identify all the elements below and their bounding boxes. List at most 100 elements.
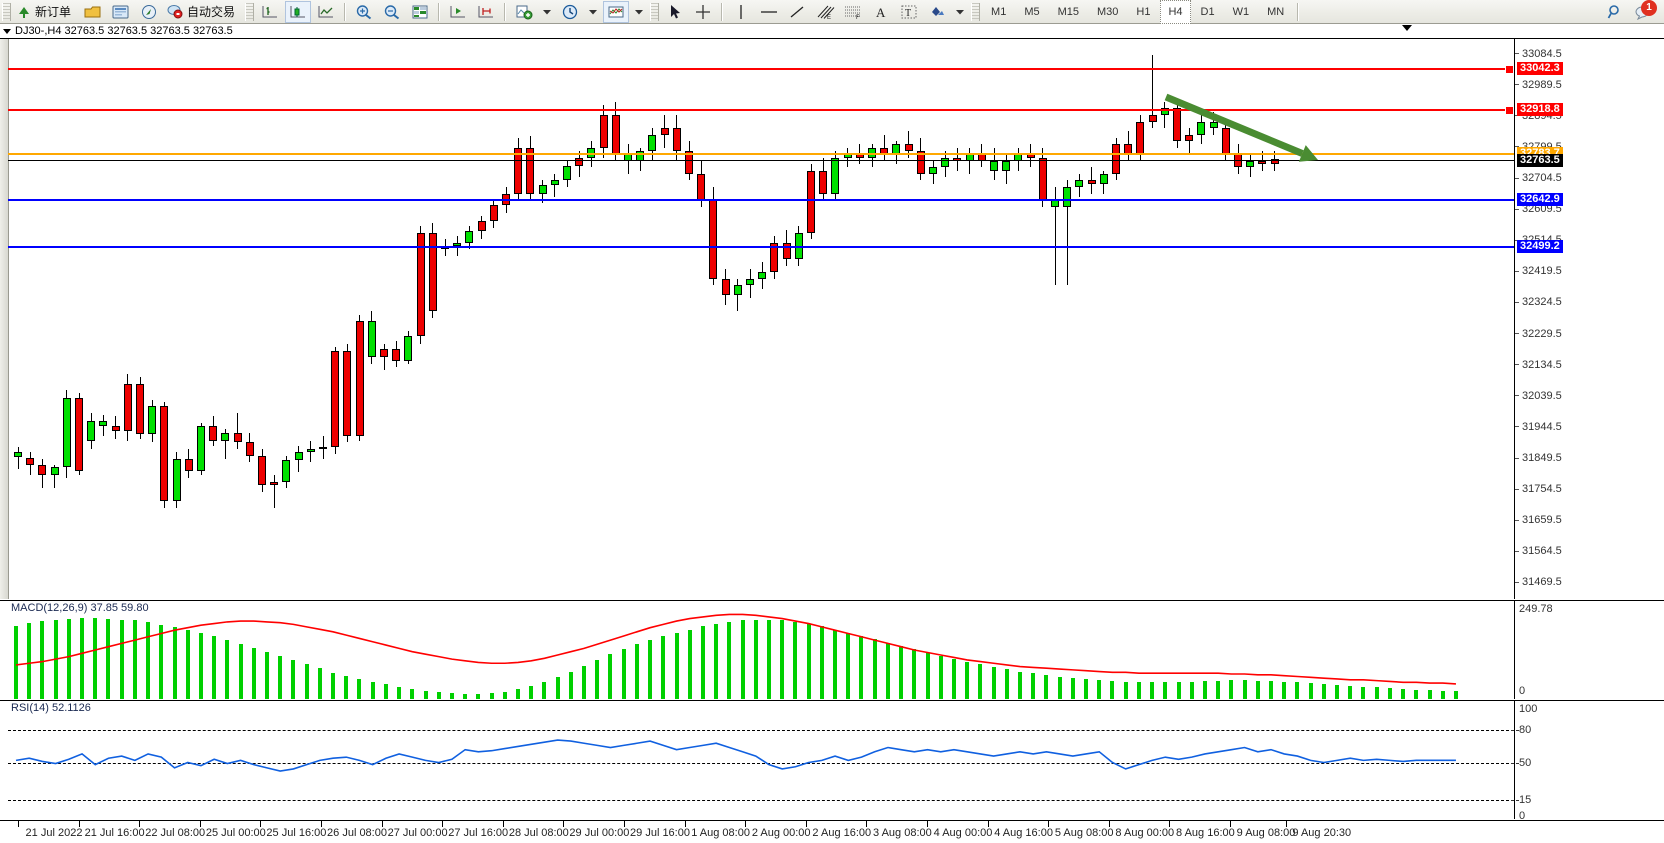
price-level-line-resistance[interactable] <box>8 108 1514 111</box>
macd-histogram-bar <box>1136 681 1141 699</box>
candle-body <box>648 134 657 151</box>
rsi-level-line <box>8 762 1514 764</box>
candle <box>904 39 913 599</box>
macd-histogram-bar <box>753 619 758 699</box>
candlestick-chart-icon[interactable] <box>285 0 312 23</box>
macd-histogram-bar <box>476 694 481 699</box>
equidistant-channel-icon[interactable]: E <box>812 1 838 23</box>
candle-body <box>819 170 828 194</box>
candle-body <box>477 221 486 232</box>
horizontal-line-icon[interactable] <box>756 1 782 23</box>
indicators-dropdown-icon[interactable] <box>539 1 555 23</box>
zoom-in-icon[interactable] <box>351 1 377 23</box>
price-level-handle[interactable] <box>1505 65 1514 75</box>
timeframe-m1-button[interactable]: M1 <box>991 5 1007 18</box>
timeframe-d1-button[interactable]: D1 <box>1200 5 1215 18</box>
price-level-line-pivot[interactable] <box>8 153 1514 156</box>
candle-wick <box>554 173 556 197</box>
shapes-dropdown-icon[interactable] <box>952 1 968 23</box>
timeframe-h4-button[interactable]: H4 <box>1160 0 1191 24</box>
timeframe-w1-button[interactable]: W1 <box>1232 5 1250 18</box>
shapes-icon[interactable] <box>924 1 950 23</box>
candle <box>75 39 83 599</box>
search-icon[interactable] <box>1602 1 1628 23</box>
line-chart-icon[interactable] <box>313 1 339 23</box>
templates-dropdown-icon[interactable] <box>631 1 647 23</box>
candle <box>758 39 767 599</box>
indicators-icon[interactable] <box>511 1 537 23</box>
candle-body <box>1234 154 1242 168</box>
period-icon[interactable] <box>557 1 583 23</box>
bar-chart-icon[interactable] <box>257 1 283 23</box>
zoom-out-icon[interactable] <box>379 1 405 23</box>
price-level-label-support[interactable]: 32642.9 <box>1517 193 1563 207</box>
candle <box>1185 39 1194 599</box>
price-level-line-resistance[interactable] <box>8 68 1514 71</box>
candle <box>733 39 742 599</box>
macd-plot[interactable] <box>8 601 1514 699</box>
price-level-handle[interactable] <box>1505 105 1514 115</box>
new-order-button[interactable]: 新订单 <box>14 1 78 23</box>
candle-body <box>782 242 791 260</box>
macd-histogram-bar <box>978 664 983 699</box>
toolbar-grip-2[interactable] <box>245 2 255 21</box>
chart-menu-caret-icon[interactable] <box>3 28 11 34</box>
auto-scroll-icon[interactable] <box>473 1 499 23</box>
price-level-label-last-price[interactable]: 32763.5 <box>1517 153 1563 167</box>
data-window-icon[interactable] <box>407 1 433 23</box>
crosshair-icon[interactable] <box>690 1 716 23</box>
timeframe-m15-button[interactable]: M15 <box>1057 5 1079 18</box>
candle-body <box>709 200 718 279</box>
macd-histogram-bar <box>621 649 626 699</box>
candle-wick <box>1066 180 1068 286</box>
time-tick <box>199 821 201 827</box>
toolbar-grip-3[interactable] <box>650 2 660 21</box>
candle-body <box>367 321 376 358</box>
macd-histogram-bar <box>793 622 798 699</box>
price-axis[interactable]: 33084.532989.532894.532799.532704.532609… <box>1514 39 1664 599</box>
price-level-line-support[interactable] <box>8 199 1514 202</box>
candle <box>233 39 242 599</box>
profile-icon[interactable] <box>80 1 106 23</box>
time-axis[interactable]: 21 Jul 2022 21 Jul 16:00 22 Jul 08:00 25 Ju… <box>0 820 1664 842</box>
timeframe-m5-button[interactable]: M5 <box>1024 5 1040 18</box>
period-dropdown-icon[interactable] <box>585 1 601 23</box>
price-chart-canvas[interactable] <box>8 39 1514 599</box>
macd-histogram-bar <box>291 660 296 699</box>
time-tick-label: 25 Jul 00:00 <box>205 827 266 839</box>
candle <box>209 39 218 599</box>
autotrading-button[interactable]: 自动交易 <box>164 1 242 23</box>
chart-collapse-caret-icon[interactable] <box>1402 25 1412 31</box>
text-icon[interactable]: A <box>868 1 894 23</box>
candle <box>611 39 620 599</box>
price-level-line-support[interactable] <box>8 246 1514 249</box>
rsi-plot[interactable] <box>8 701 1514 819</box>
chart-shift-icon[interactable] <box>445 1 471 23</box>
timeframe-mn-button[interactable]: MN <box>1267 5 1285 18</box>
price-pane-scroll-strip[interactable] <box>0 39 9 599</box>
price-level-label-resistance[interactable]: 33042.3 <box>1517 62 1563 76</box>
vertical-line-icon[interactable] <box>728 1 754 23</box>
alerts-icon[interactable]: 1 <box>1630 0 1657 23</box>
price-level-line-last-price[interactable] <box>8 159 1514 161</box>
price-level-label-resistance[interactable]: 32918.8 <box>1517 102 1563 116</box>
navigator-icon[interactable] <box>136 1 162 23</box>
cursor-icon[interactable] <box>662 1 688 23</box>
fibonacci-icon[interactable]: F <box>840 1 866 23</box>
price-level-label-support[interactable]: 32499.2 <box>1517 240 1563 254</box>
macd-histogram-bar <box>489 693 494 699</box>
timeframe-h1-button[interactable]: H1 <box>1136 5 1151 18</box>
macd-histogram-bar <box>1321 684 1326 699</box>
candle <box>819 39 828 599</box>
candle <box>136 39 144 599</box>
templates-icon[interactable] <box>603 0 630 23</box>
trendline-icon[interactable] <box>784 1 810 23</box>
market-watch-icon[interactable] <box>108 1 134 23</box>
timeframe-m30-button[interactable]: M30 <box>1097 5 1119 18</box>
candle-body <box>1209 121 1218 129</box>
text-label-icon[interactable]: T <box>896 1 922 23</box>
candle <box>282 39 291 599</box>
toolbar-grip-4[interactable] <box>971 2 981 21</box>
toolbar-grip[interactable] <box>2 2 11 21</box>
macd-histogram-bar <box>1150 682 1155 699</box>
